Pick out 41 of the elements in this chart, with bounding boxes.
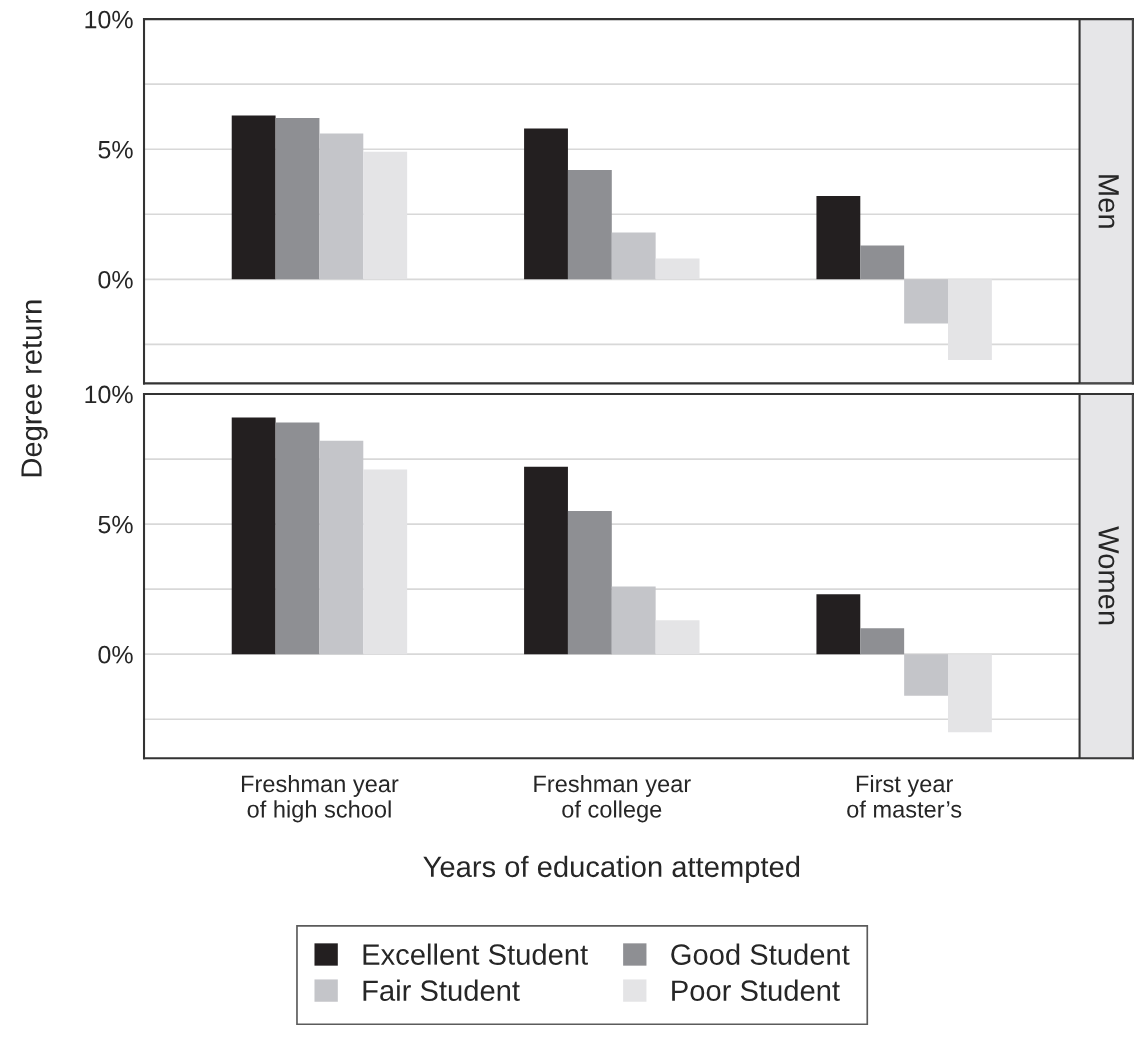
bar bbox=[567, 170, 612, 280]
x-tick-label: Freshman year of college bbox=[534, 774, 691, 823]
bar bbox=[948, 279, 992, 360]
bar bbox=[363, 469, 408, 655]
x-tick-label: Freshman year of high school bbox=[241, 774, 399, 823]
bar bbox=[816, 594, 861, 655]
bar bbox=[816, 196, 861, 280]
bar bbox=[904, 654, 949, 696]
y-tick-label: 0% bbox=[98, 645, 133, 664]
bar bbox=[231, 115, 276, 280]
bar bbox=[567, 511, 612, 655]
bar bbox=[275, 422, 320, 655]
bar bbox=[319, 440, 364, 655]
y-tick-label: 5% bbox=[98, 140, 133, 159]
legend-label: Excellent Student bbox=[363, 943, 588, 965]
y-tick-label: 10% bbox=[85, 10, 133, 29]
y-tick-label: 5% bbox=[98, 515, 133, 534]
bar bbox=[904, 279, 949, 324]
bar bbox=[524, 466, 568, 655]
bar bbox=[611, 586, 656, 655]
y-tick-label: 0% bbox=[98, 270, 133, 289]
bar bbox=[611, 232, 656, 280]
legend-label: Poor Student bbox=[672, 979, 840, 1002]
text: Women bbox=[1098, 526, 1119, 625]
bar bbox=[231, 417, 276, 655]
bar bbox=[655, 258, 700, 280]
y-axis-title: Degree return bbox=[21, 300, 48, 477]
legend-label: Good Student bbox=[671, 943, 850, 965]
bar bbox=[860, 628, 905, 655]
y-tick-label: 10% bbox=[85, 385, 133, 404]
bar bbox=[319, 133, 364, 280]
bar bbox=[275, 117, 320, 280]
bar bbox=[655, 620, 700, 655]
text: Men bbox=[1098, 175, 1119, 228]
x-axis-title: Years of education attempted bbox=[423, 855, 800, 883]
bar bbox=[524, 128, 568, 280]
bar bbox=[948, 654, 992, 733]
x-tick-label: First year of master’s bbox=[847, 774, 962, 818]
legend-label: Fair Student bbox=[363, 979, 520, 1002]
bar bbox=[860, 245, 905, 280]
bar bbox=[363, 151, 408, 280]
